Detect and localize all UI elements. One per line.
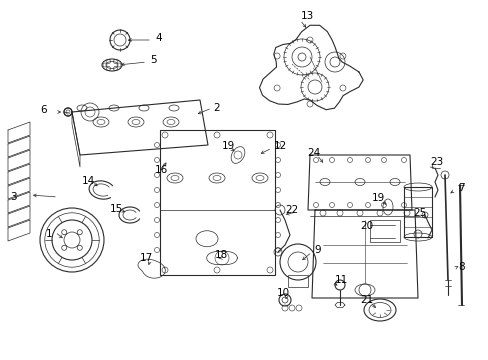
Text: 15: 15 xyxy=(110,204,123,214)
Text: 5: 5 xyxy=(150,55,156,65)
Text: 18: 18 xyxy=(215,250,228,260)
Text: 11: 11 xyxy=(334,275,347,285)
Text: 7: 7 xyxy=(457,183,464,193)
Text: 22: 22 xyxy=(285,205,298,215)
Text: 3: 3 xyxy=(10,192,17,202)
Text: 8: 8 xyxy=(457,262,464,272)
Text: 6: 6 xyxy=(40,105,46,115)
Bar xyxy=(287,275,307,287)
Bar xyxy=(160,130,274,275)
Text: 23: 23 xyxy=(429,157,442,167)
Text: 19: 19 xyxy=(222,141,235,151)
Text: 12: 12 xyxy=(273,141,286,151)
Text: 17: 17 xyxy=(140,253,153,263)
Text: 13: 13 xyxy=(301,11,314,21)
Text: 4: 4 xyxy=(155,33,162,43)
Text: 16: 16 xyxy=(155,165,168,175)
Text: 24: 24 xyxy=(306,148,320,158)
Text: 25: 25 xyxy=(412,208,426,218)
Text: 20: 20 xyxy=(359,221,372,231)
Text: 14: 14 xyxy=(82,176,95,186)
Text: 2: 2 xyxy=(213,103,219,113)
Text: 9: 9 xyxy=(313,245,320,255)
Bar xyxy=(369,220,399,242)
Text: 21: 21 xyxy=(359,295,372,305)
Text: 1: 1 xyxy=(45,229,52,239)
Text: 10: 10 xyxy=(276,288,289,298)
Bar xyxy=(403,187,431,237)
Text: 19: 19 xyxy=(371,193,385,203)
